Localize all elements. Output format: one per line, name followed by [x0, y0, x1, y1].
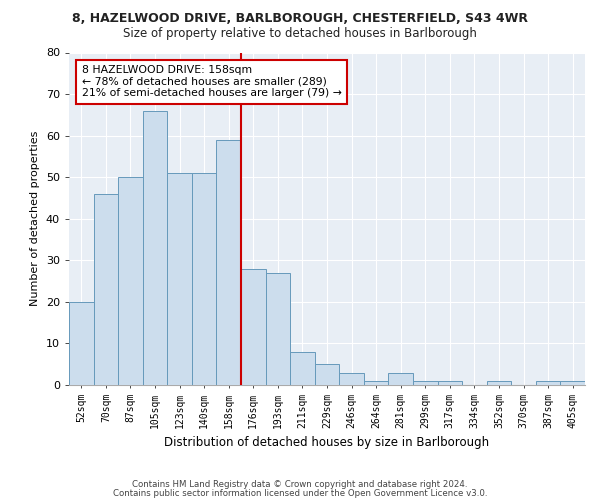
X-axis label: Distribution of detached houses by size in Barlborough: Distribution of detached houses by size …: [164, 436, 490, 449]
Bar: [94, 194, 118, 385]
Bar: [118, 177, 143, 385]
Bar: [437, 381, 462, 385]
Bar: [315, 364, 339, 385]
Bar: [536, 381, 560, 385]
Bar: [560, 381, 585, 385]
Y-axis label: Number of detached properties: Number of detached properties: [30, 131, 40, 306]
Bar: [290, 352, 315, 385]
Bar: [339, 372, 364, 385]
Bar: [266, 273, 290, 385]
Bar: [413, 381, 437, 385]
Bar: [388, 372, 413, 385]
Text: Size of property relative to detached houses in Barlborough: Size of property relative to detached ho…: [123, 28, 477, 40]
Bar: [69, 302, 94, 385]
Bar: [143, 110, 167, 385]
Text: 8, HAZELWOOD DRIVE, BARLBOROUGH, CHESTERFIELD, S43 4WR: 8, HAZELWOOD DRIVE, BARLBOROUGH, CHESTER…: [72, 12, 528, 26]
Bar: [167, 173, 192, 385]
Text: Contains HM Land Registry data © Crown copyright and database right 2024.: Contains HM Land Registry data © Crown c…: [132, 480, 468, 489]
Bar: [241, 268, 266, 385]
Text: 8 HAZELWOOD DRIVE: 158sqm
← 78% of detached houses are smaller (289)
21% of semi: 8 HAZELWOOD DRIVE: 158sqm ← 78% of detac…: [82, 65, 341, 98]
Bar: [487, 381, 511, 385]
Bar: [217, 140, 241, 385]
Bar: [192, 173, 217, 385]
Text: Contains public sector information licensed under the Open Government Licence v3: Contains public sector information licen…: [113, 489, 487, 498]
Bar: [364, 381, 388, 385]
